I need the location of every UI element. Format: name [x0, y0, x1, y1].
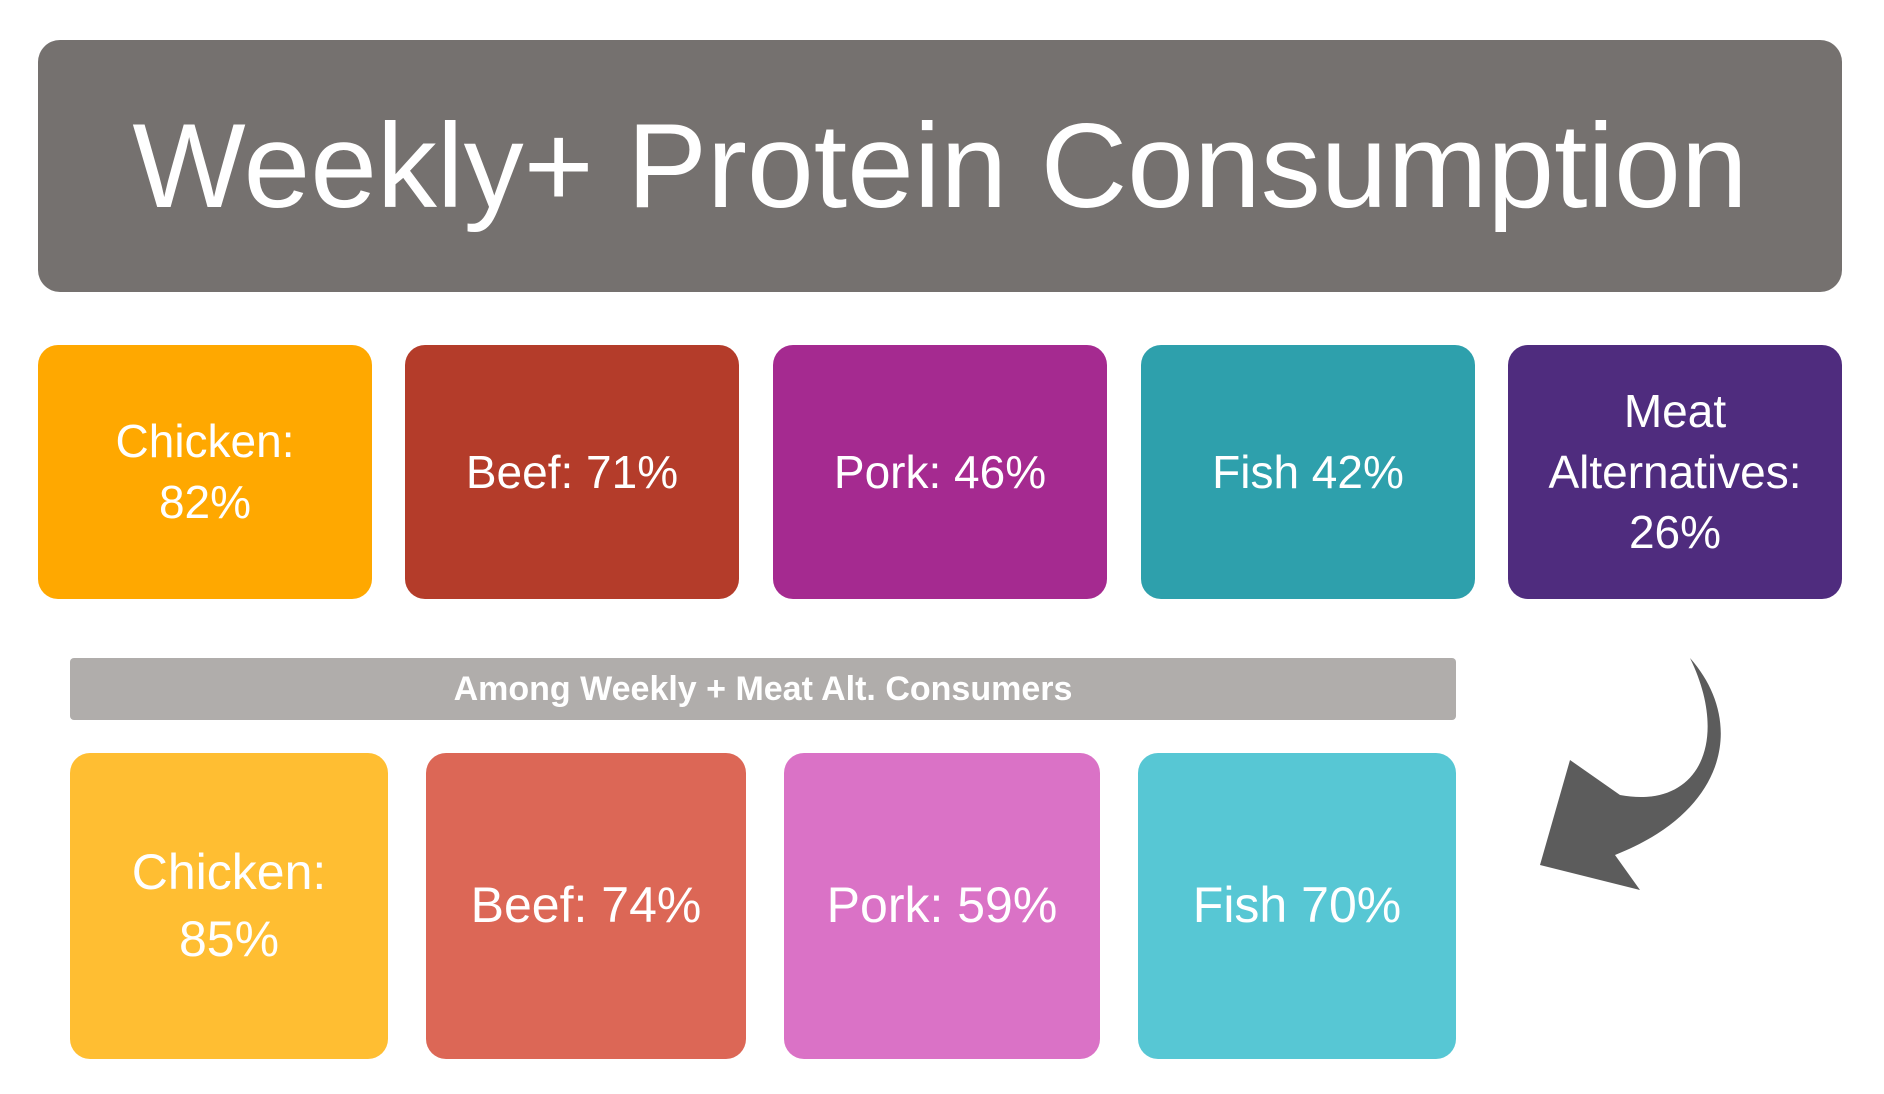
tile-chicken-all: Chicken: 82% [38, 345, 372, 599]
tile-meat-alternatives-line-2: Alternatives: [1548, 445, 1802, 498]
tile-chicken-alt-consumers-line-2: 85% [178, 911, 280, 967]
tile-beef-all: Beef: 71% [405, 345, 739, 599]
tile-chicken-all-line-2: 82% [158, 476, 252, 528]
tile-pork-alt-consumers: Pork: 59% [784, 753, 1100, 1059]
tile-meat-alternatives-line-3: 26% [1628, 506, 1722, 559]
subheader-bar: Among Weekly + Meat Alt. Consumers [70, 658, 1456, 720]
tile-fish-alt-consumers-line-1: Fish 70% [1192, 877, 1402, 934]
tile-beef-alt-consumers: Beef: 74% [426, 753, 746, 1059]
tile-beef-all-line-1: Beef: 71% [465, 445, 679, 498]
tile-pork-all: Pork: 46% [773, 345, 1107, 599]
tile-chicken-all-line-1: Chicken: [115, 415, 295, 468]
title-banner: Weekly+ Protein Consumption [38, 40, 1842, 292]
tile-fish-all-line-1: Fish 42% [1212, 445, 1404, 498]
curved-arrow-icon [1540, 658, 1721, 890]
tile-beef-alt-consumers-line-1: Beef: 74% [470, 877, 702, 934]
tile-pork-all-line-1: Pork: 46% [833, 445, 1047, 498]
tile-chicken-alt-consumers-line-1: Chicken: [131, 843, 327, 900]
tile-meat-alternatives: Meat Alternatives: 26% [1508, 345, 1842, 599]
tile-pork-alt-consumers-line-1: Pork: 59% [826, 877, 1058, 934]
curved-arrow-shape [1540, 658, 1721, 890]
tile-fish-alt-consumers: Fish 70% [1138, 753, 1456, 1059]
tile-chicken-alt-consumers: Chicken: 85% [70, 753, 388, 1059]
page-title: Weekly+ Protein Consumption [132, 99, 1748, 233]
tile-fish-all: Fish 42% [1141, 345, 1475, 599]
tile-meat-alternatives-line-1: Meat [1623, 384, 1727, 437]
